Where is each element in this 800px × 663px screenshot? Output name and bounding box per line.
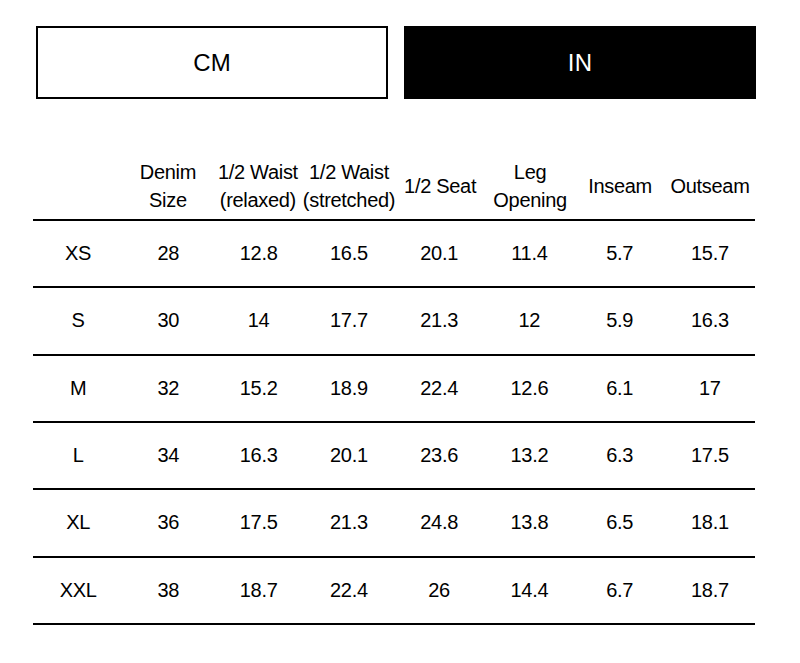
measurement-value: 17 bbox=[665, 377, 755, 400]
table-row: XXL3818.722.42614.46.718.7 bbox=[33, 558, 755, 625]
table-row: L3416.320.123.613.26.317.5 bbox=[33, 423, 755, 490]
header-cell: Inseam bbox=[575, 172, 665, 200]
measurement-value: 17.5 bbox=[665, 444, 755, 467]
measurement-value: 11.4 bbox=[484, 242, 574, 265]
size-label: XS bbox=[33, 242, 123, 265]
size-label: XXL bbox=[33, 579, 123, 602]
measurement-value: 21.3 bbox=[394, 309, 484, 332]
measurement-value: 26 bbox=[394, 579, 484, 602]
header-cell: 1/2 Seat bbox=[395, 172, 485, 200]
measurement-value: 28 bbox=[123, 242, 213, 265]
measurement-value: 14.4 bbox=[484, 579, 574, 602]
measurement-value: 18.7 bbox=[665, 579, 755, 602]
measurement-value: 17.5 bbox=[214, 511, 304, 534]
header-cell: 1/2 Waist (relaxed) bbox=[213, 158, 303, 214]
header-cell: 1/2 Waist (stretched) bbox=[303, 158, 395, 214]
measurement-value: 12.6 bbox=[484, 377, 574, 400]
measurement-value: 21.3 bbox=[304, 511, 394, 534]
size-label: XL bbox=[33, 511, 123, 534]
measurement-value: 20.1 bbox=[304, 444, 394, 467]
measurement-value: 6.1 bbox=[575, 377, 665, 400]
header-cell: Outseam bbox=[665, 172, 755, 200]
in-unit-button[interactable]: IN bbox=[404, 26, 756, 99]
table-row: S301417.721.3125.916.3 bbox=[33, 288, 755, 355]
size-chart-panel: CM IN Denim Size1/2 Waist (relaxed)1/2 W… bbox=[0, 0, 800, 663]
measurement-value: 38 bbox=[123, 579, 213, 602]
measurement-value: 13.2 bbox=[484, 444, 574, 467]
measurement-value: 20.1 bbox=[394, 242, 484, 265]
measurement-value: 17.7 bbox=[304, 309, 394, 332]
measurement-value: 36 bbox=[123, 511, 213, 534]
measurement-value: 23.6 bbox=[394, 444, 484, 467]
size-table: Denim Size1/2 Waist (relaxed)1/2 Waist (… bbox=[33, 140, 755, 625]
table-header-row: Denim Size1/2 Waist (relaxed)1/2 Waist (… bbox=[33, 140, 755, 221]
measurement-value: 32 bbox=[123, 377, 213, 400]
measurement-value: 18.9 bbox=[304, 377, 394, 400]
measurement-value: 22.4 bbox=[304, 579, 394, 602]
measurement-value: 6.3 bbox=[575, 444, 665, 467]
cm-unit-button[interactable]: CM bbox=[36, 26, 388, 99]
measurement-value: 13.8 bbox=[484, 511, 574, 534]
measurement-value: 30 bbox=[123, 309, 213, 332]
size-label: M bbox=[33, 377, 123, 400]
table-row: XS2812.816.520.111.45.715.7 bbox=[33, 221, 755, 288]
measurement-value: 5.7 bbox=[575, 242, 665, 265]
measurement-value: 6.5 bbox=[575, 511, 665, 534]
measurement-value: 15.7 bbox=[665, 242, 755, 265]
measurement-value: 6.7 bbox=[575, 579, 665, 602]
measurement-value: 16.5 bbox=[304, 242, 394, 265]
measurement-value: 22.4 bbox=[394, 377, 484, 400]
measurement-value: 5.9 bbox=[575, 309, 665, 332]
measurement-value: 18.1 bbox=[665, 511, 755, 534]
measurement-value: 18.7 bbox=[214, 579, 304, 602]
measurement-value: 14 bbox=[214, 309, 304, 332]
measurement-value: 16.3 bbox=[214, 444, 304, 467]
header-cell: Leg Opening bbox=[485, 158, 575, 214]
size-label: L bbox=[33, 444, 123, 467]
measurement-value: 24.8 bbox=[394, 511, 484, 534]
measurement-value: 12 bbox=[484, 309, 574, 332]
measurement-value: 16.3 bbox=[665, 309, 755, 332]
measurement-value: 12.8 bbox=[214, 242, 304, 265]
table-body: XS2812.816.520.111.45.715.7S301417.721.3… bbox=[33, 221, 755, 625]
measurement-value: 34 bbox=[123, 444, 213, 467]
header-cell: Denim Size bbox=[123, 158, 213, 214]
table-row: XL3617.521.324.813.86.518.1 bbox=[33, 490, 755, 557]
size-label: S bbox=[33, 309, 123, 332]
table-row: M3215.218.922.412.66.117 bbox=[33, 356, 755, 423]
measurement-value: 15.2 bbox=[214, 377, 304, 400]
